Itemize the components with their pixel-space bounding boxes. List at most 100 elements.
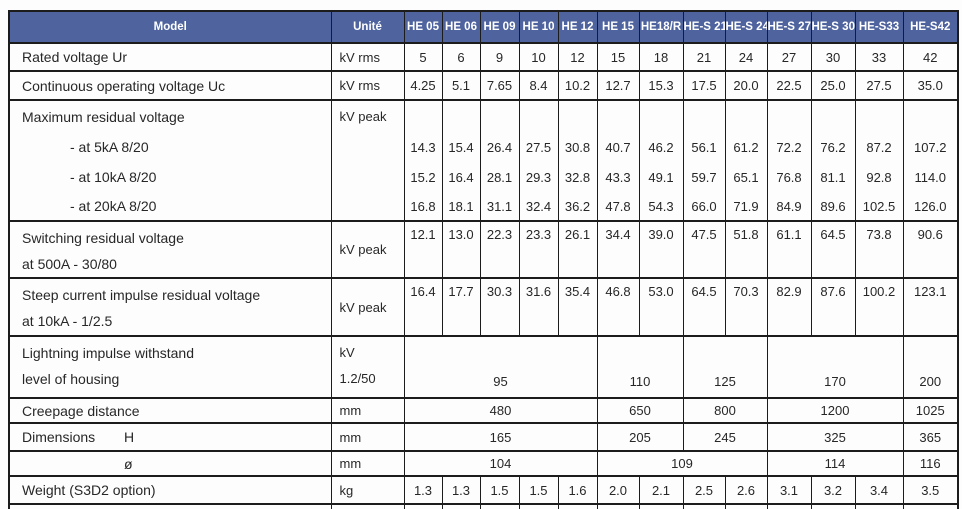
merged-value-cell: 95 <box>403 335 597 398</box>
merged-value-cell: 170 <box>766 335 903 398</box>
value-cell: 1.5 <box>479 475 519 504</box>
value-cell: 73.8 <box>854 220 903 278</box>
value-cell: 46.2 <box>638 132 683 162</box>
value-cell: 20.0 <box>724 70 767 100</box>
value-cell: 35.4 <box>557 277 597 336</box>
row-label: Rated voltage Ur <box>8 42 331 71</box>
value-cell: 17.5 <box>682 70 725 100</box>
row-label: Switching residual voltage at 500A - 30/8… <box>8 220 331 278</box>
row-label-line2: at 500A - 30/80 <box>22 256 117 272</box>
value-cell: 89.6 <box>810 192 855 221</box>
value-cell: 56.1 <box>682 132 725 162</box>
stub-cell <box>724 503 767 509</box>
merged-value-cell: 200 <box>902 335 958 398</box>
empty-cell <box>518 99 558 132</box>
row-label-line1: Lightning impulse withstand <box>22 345 194 361</box>
value-cell: 27 <box>766 42 811 71</box>
row-label-line1: Steep current impulse residual voltage <box>22 287 261 303</box>
stub-cell <box>8 503 331 509</box>
value-cell: 15.4 <box>441 132 480 162</box>
value-cell: 102.5 <box>854 192 903 221</box>
value-cell: 40.7 <box>596 132 639 162</box>
merged-value-cell: 245 <box>682 422 767 451</box>
merged-value-cell: 1025 <box>902 397 958 423</box>
row-label: Weight (S3D2 option) <box>8 475 331 504</box>
value-cell: 22.5 <box>766 70 811 100</box>
value-cell: 81.1 <box>810 162 855 192</box>
table-header-row: Model Unité HE 05 HE 06 HE 09 HE 10 HE 12 HE … <box>8 11 958 44</box>
value-cell: 2.5 <box>682 475 725 504</box>
value-cell: 10 <box>518 42 558 71</box>
empty-cell <box>403 99 442 132</box>
value-cell: 17.7 <box>441 277 480 336</box>
value-cell: 90.6 <box>902 220 958 278</box>
unit-cell: kV peak <box>330 220 404 278</box>
merged-value-cell: 1200 <box>766 397 903 423</box>
col-header-he-05: HE 05 <box>403 11 442 44</box>
col-header-he-s33: HE-S33 <box>854 11 903 44</box>
value-cell: 47.5 <box>682 220 725 278</box>
unit-cell: mm <box>330 397 404 423</box>
value-cell: 65.1 <box>724 162 767 192</box>
value-cell: 49.1 <box>638 162 683 192</box>
value-cell: 21 <box>682 42 725 71</box>
empty-cell <box>479 99 519 132</box>
value-cell: 15.2 <box>403 162 442 192</box>
value-cell: 64.5 <box>682 277 725 336</box>
row-label: ø <box>8 450 331 476</box>
empty-cell <box>441 99 480 132</box>
merged-value-cell: 116 <box>902 450 958 476</box>
value-cell: 10.2 <box>557 70 597 100</box>
unit-cell: kV 1.2/50 <box>330 335 404 398</box>
value-cell: 27.5 <box>854 70 903 100</box>
value-cell: 32.4 <box>518 192 558 221</box>
stub-cell <box>557 503 597 509</box>
value-cell: 14.3 <box>403 132 442 162</box>
stub-cell <box>330 503 404 509</box>
value-cell: 12.7 <box>596 70 639 100</box>
table-cut-row <box>8 503 958 509</box>
value-cell: 12.1 <box>403 220 442 278</box>
value-cell: 30.3 <box>479 277 519 336</box>
table-row: Switching residual voltage at 500A - 30/8… <box>8 220 958 278</box>
stub-cell <box>638 503 683 509</box>
value-cell: 54.3 <box>638 192 683 221</box>
value-cell: 30.8 <box>557 132 597 162</box>
table-row: Lightning impulse withstand level of hous… <box>8 335 958 398</box>
stub-cell <box>479 503 519 509</box>
col-header-he18-r: HE18/R <box>638 11 683 44</box>
table-row: Continuous operating voltage Uc kV rms 4.2… <box>8 70 958 100</box>
value-cell: 114.0 <box>902 162 958 192</box>
value-cell: 107.2 <box>902 132 958 162</box>
row-label: Dimensions H <box>8 422 331 451</box>
unit-cell: kV rms <box>330 42 404 71</box>
value-cell: 76.2 <box>810 132 855 162</box>
value-cell: 16.4 <box>441 162 480 192</box>
unit-cell <box>330 132 404 162</box>
col-header-model: Model <box>8 11 331 44</box>
value-cell: 22.3 <box>479 220 519 278</box>
value-cell: 1.5 <box>518 475 558 504</box>
value-cell: 9 <box>479 42 519 71</box>
stub-cell <box>596 503 639 509</box>
value-cell: 36.2 <box>557 192 597 221</box>
unit-line1: kV <box>339 345 355 360</box>
value-cell: 26.4 <box>479 132 519 162</box>
value-cell: 64.5 <box>810 220 855 278</box>
row-label-line2: level of housing <box>22 371 120 387</box>
value-cell: 6 <box>441 42 480 71</box>
unit-cell <box>330 162 404 192</box>
value-cell: 61.2 <box>724 132 767 162</box>
stub-cell <box>518 503 558 509</box>
value-cell: 18 <box>638 42 683 71</box>
value-cell: 31.1 <box>479 192 519 221</box>
table-row: - at 20kA 8/20 16.8 18.1 31.1 32.4 36.2 47.8 54… <box>8 192 958 221</box>
value-cell: 100.2 <box>854 277 903 336</box>
stub-cell <box>902 503 958 509</box>
empty-cell <box>724 99 767 132</box>
value-cell: 2.1 <box>638 475 683 504</box>
value-cell: 72.2 <box>766 132 811 162</box>
row-label-line2: at 10kA - 1/2.5 <box>22 313 113 329</box>
value-cell: 29.3 <box>518 162 558 192</box>
value-cell: 35.0 <box>902 70 958 100</box>
